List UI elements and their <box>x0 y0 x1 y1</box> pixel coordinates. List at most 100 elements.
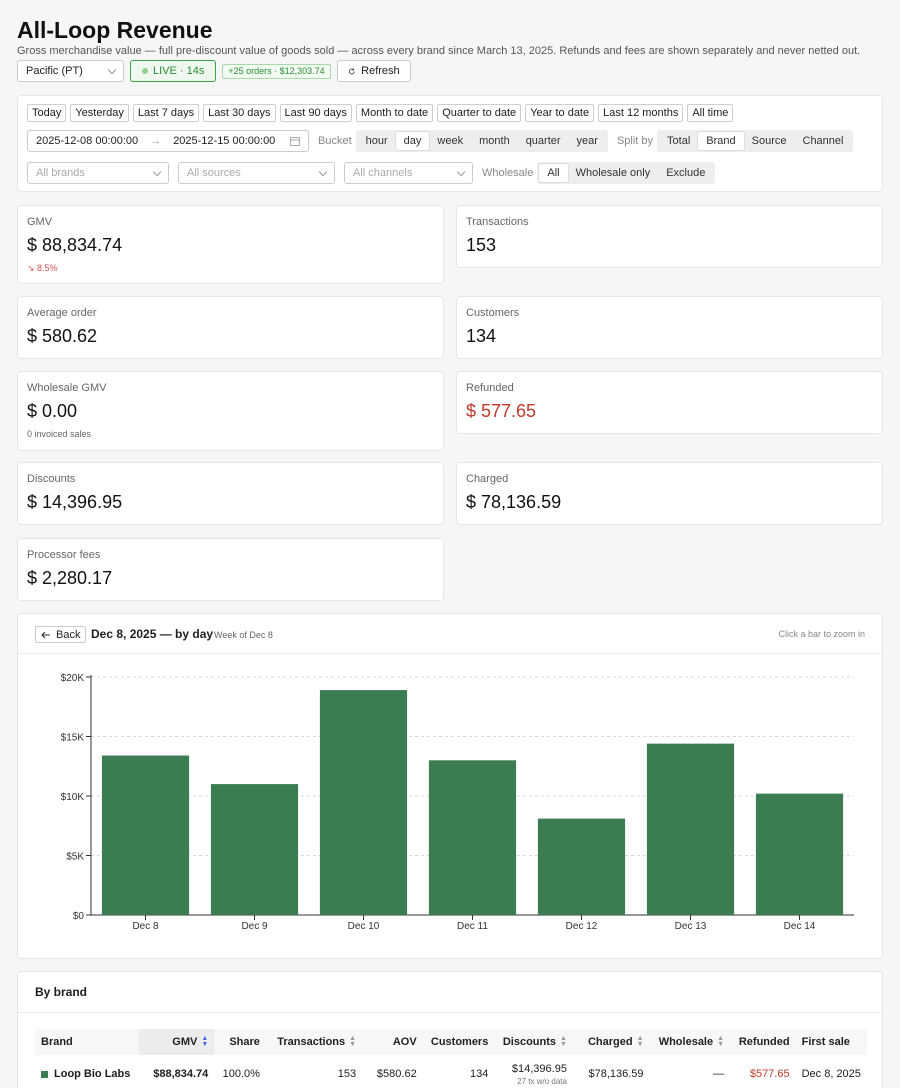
chart-hint: Click a bar to zoom in <box>778 629 865 639</box>
bar-dec-10[interactable] <box>319 690 408 915</box>
x-tick-label: Dec 13 <box>675 921 707 932</box>
live-indicator[interactable]: LIVE · 14s <box>130 60 217 82</box>
bucket-hour[interactable]: hour <box>365 135 388 147</box>
bar-dec-14[interactable] <box>755 793 844 915</box>
metric-value: $ 78,136.59 <box>466 492 562 512</box>
date-from: 2025-12-08 00:00:00 <box>36 135 139 147</box>
quick-range-month-to-date[interactable]: Month to date <box>355 104 434 122</box>
wholesale-all[interactable]: All <box>539 164 568 182</box>
wholesale-selector: All Wholesale only Exclude <box>537 162 716 184</box>
col-aov[interactable]: AOV <box>362 1029 423 1055</box>
x-tick-label: Dec 8 <box>132 921 159 932</box>
quick-range-yesterday[interactable]: Yesterday <box>70 104 129 122</box>
split-source[interactable]: Source <box>751 135 787 147</box>
metric-average-order: Average order $ 580.62 <box>17 296 444 359</box>
split-brand[interactable]: Brand <box>698 132 744 150</box>
chevron-down-icon <box>107 65 117 74</box>
chevron-down-icon <box>318 167 328 176</box>
split-total[interactable]: Total <box>667 135 691 147</box>
sources-placeholder: All sources <box>187 167 241 179</box>
quick-range-last-30-days[interactable]: Last 30 days <box>203 104 276 122</box>
cell-gmv: $88,834.74 <box>153 1068 209 1080</box>
top-controls: Pacific (PT) LIVE · 14s +25 orders · $12… <box>17 60 411 82</box>
quick-range-today[interactable]: Today <box>27 104 67 122</box>
col-wholesale[interactable]: Wholesale ▲ ▼ <box>649 1029 731 1055</box>
col-refunded[interactable]: Refunded <box>730 1029 796 1055</box>
quick-range-quarter-to-date[interactable]: Quarter to date <box>437 104 522 122</box>
bucket-week[interactable]: week <box>437 135 464 147</box>
metric-value: 134 <box>466 326 497 346</box>
quick-range-all-time[interactable]: All time <box>687 104 734 122</box>
y-tick-label: $0 <box>73 911 85 922</box>
col-gmv[interactable]: GMV ▲ ▼ <box>138 1029 215 1055</box>
timezone-select[interactable]: Pacific (PT) <box>17 60 124 82</box>
col-brand[interactable]: Brand <box>35 1029 139 1055</box>
quick-range-last-7-days[interactable]: Last 7 days <box>132 104 200 122</box>
page-title: All-Loop Revenue <box>17 17 213 43</box>
x-tick-label: Dec 14 <box>784 921 816 932</box>
metric-label: Processor fees <box>27 549 101 561</box>
metric-value: $ 580.62 <box>27 326 98 346</box>
wholesale-label: Wholesale <box>482 167 534 179</box>
col-customers[interactable]: Customers <box>422 1029 495 1055</box>
col-discounts[interactable]: Discounts ▲ ▼ <box>494 1029 573 1055</box>
split-selector: Total Brand Source Channel <box>657 130 854 152</box>
cell-transactions: 153 <box>337 1068 357 1080</box>
quick-range-last-12-months[interactable]: Last 12 months <box>598 104 684 122</box>
split-channel[interactable]: Channel <box>802 135 844 147</box>
metric-label: Charged <box>466 473 509 485</box>
quick-range-last-90-days[interactable]: Last 90 days <box>279 104 352 122</box>
metric-processor-fees: Processor fees $ 2,280.17 <box>17 538 444 601</box>
quick-range-buttons: Today Yesterday Last 7 days Last 30 days Las… <box>27 104 734 122</box>
channels-dropdown[interactable]: All channels <box>344 162 473 184</box>
brands-dropdown[interactable]: All brands <box>27 162 169 184</box>
bucket-quarter[interactable]: quarter <box>525 135 561 147</box>
filters-panel: Today Yesterday Last 7 days Last 30 days Las… <box>17 95 883 192</box>
bar-dec-11[interactable] <box>428 760 517 915</box>
back-label: Back <box>56 628 81 641</box>
chart-header: Back Dec 8, 2025 — by day Week of Dec 8 … <box>18 614 882 654</box>
bucket-day[interactable]: day <box>395 132 430 150</box>
page-subtitle: Gross merchandise value — full pre-disco… <box>17 45 861 57</box>
table-row[interactable]: Loop Bio Labs $88,834.74 100.0% 153 $580… <box>35 1055 867 1088</box>
bar-dec-8[interactable] <box>101 755 190 915</box>
col-transactions[interactable]: Transactions ▲ ▼ <box>265 1029 363 1055</box>
col-first-sale[interactable]: First sale <box>795 1029 867 1055</box>
sort-icon: ▲ ▼ <box>201 1035 209 1049</box>
live-dot-icon <box>142 68 148 74</box>
metric-label: Transactions <box>466 216 529 228</box>
col-share[interactable]: Share <box>214 1029 266 1055</box>
brand-table: Brand GMV ▲ ▼ Share Transactions ▲ ▼ AOV Cus… <box>35 1029 867 1088</box>
sources-dropdown[interactable]: All sources <box>178 162 335 184</box>
col-charged[interactable]: Charged ▲ ▼ <box>572 1029 650 1055</box>
calendar-icon <box>290 137 300 146</box>
refresh-label: Refresh <box>361 65 400 77</box>
arrow-left-icon <box>41 631 50 638</box>
metric-value: $ 2,280.17 <box>27 568 113 588</box>
back-button[interactable]: Back <box>35 626 87 643</box>
refresh-button[interactable]: Refresh <box>336 60 411 82</box>
brands-placeholder: All brands <box>36 167 85 179</box>
date-range-picker[interactable]: 2025-12-08 00:00:00 → 2025-12-15 00:00:0… <box>27 130 309 152</box>
cell-aov: $580.62 <box>376 1068 417 1080</box>
quick-range-year-to-date[interactable]: Year to date <box>525 104 595 122</box>
metric-label: Average order <box>27 307 97 319</box>
bucket-month[interactable]: month <box>479 135 510 147</box>
new-orders-badge[interactable]: +25 orders · $12,303.74 <box>222 63 331 79</box>
metric-wholesale-gmv: Wholesale GMV $ 0.00 0 invoiced sales <box>17 371 444 451</box>
bar-dec-13[interactable] <box>646 743 735 915</box>
split-label: Split by <box>616 135 654 147</box>
metric-charged: Charged $ 78,136.59 <box>456 462 883 525</box>
date-to: 2025-12-15 00:00:00 <box>173 135 276 147</box>
metric-label: Refunded <box>466 382 514 394</box>
wholesale-exclude[interactable]: Exclude <box>666 167 706 179</box>
wholesale-wholesale-only[interactable]: Wholesale only <box>575 167 651 179</box>
cell-discounts: $14,396.95 27 tx w/o data <box>494 1055 573 1088</box>
revenue-chart-card: Back Dec 8, 2025 — by day Week of Dec 8 … <box>17 613 883 959</box>
bucket-year[interactable]: year <box>576 135 598 147</box>
bar-dec-9[interactable] <box>210 784 299 915</box>
y-tick-label: $10K <box>61 792 85 803</box>
bar-dec-12[interactable] <box>537 818 626 915</box>
timezone-value: Pacific (PT) <box>26 65 83 77</box>
cell-charged: $78,136.59 <box>588 1068 644 1080</box>
